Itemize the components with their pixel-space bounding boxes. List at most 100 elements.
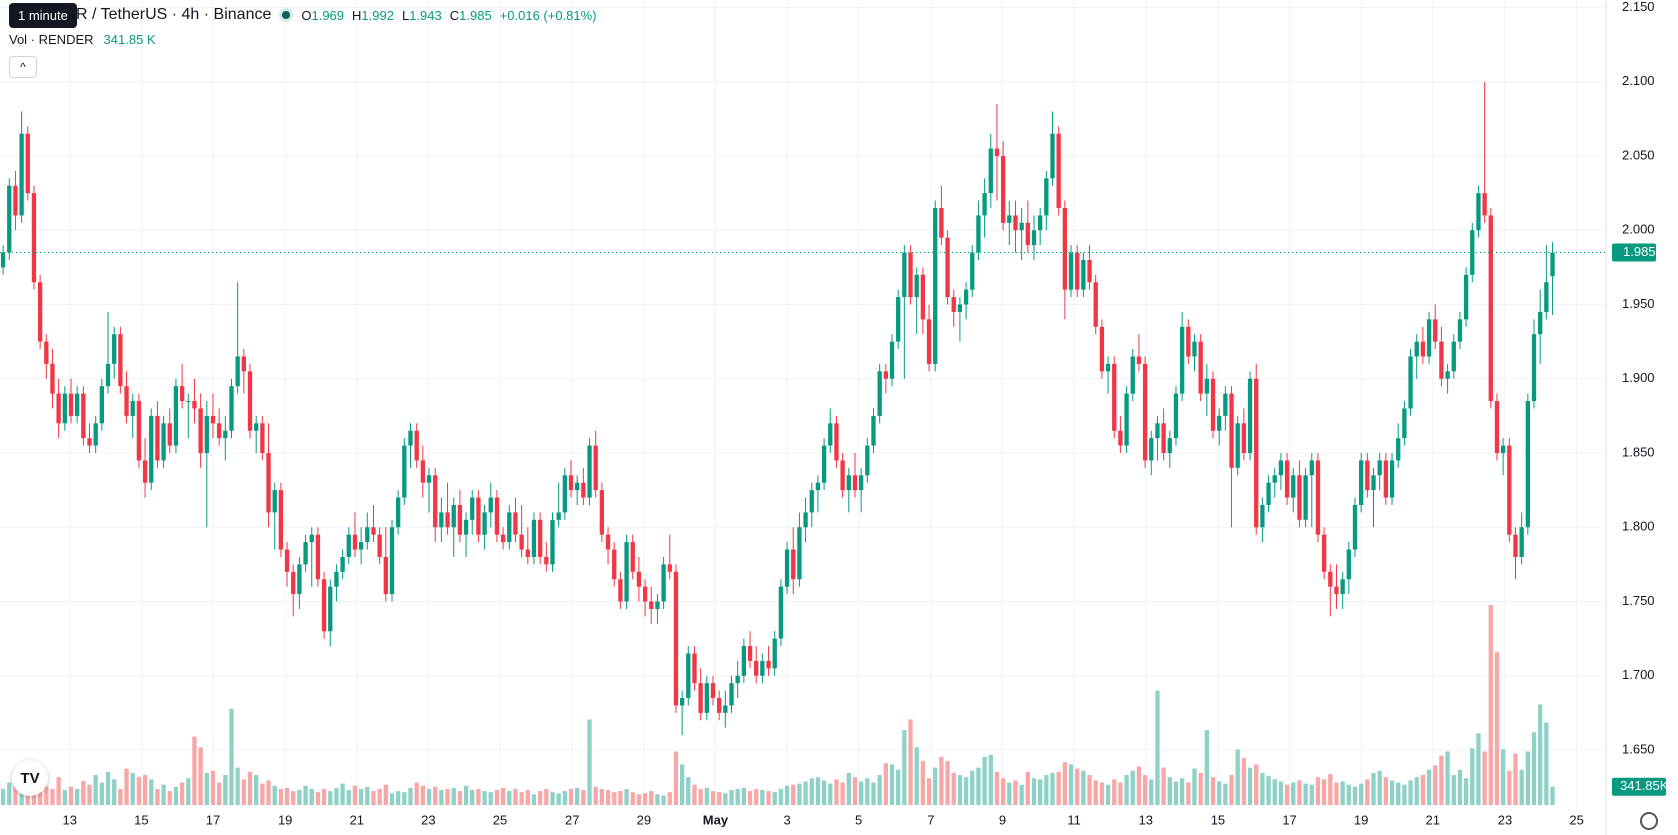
candle-body: [365, 527, 370, 543]
volume-bar: [358, 788, 364, 805]
y-tick-label: 2.150: [1622, 0, 1655, 14]
candle-body: [278, 490, 284, 550]
volume-bar: [1291, 782, 1296, 805]
y-tick-label: 2.100: [1622, 73, 1655, 88]
candle-body: [451, 504, 456, 528]
candle-body: [883, 371, 888, 379]
candle-body: [1420, 341, 1426, 357]
candle-body: [31, 193, 37, 283]
candle-body: [1426, 319, 1432, 357]
candle-body: [710, 683, 716, 699]
candle-body: [37, 282, 43, 342]
volume-bar: [605, 790, 611, 805]
candle-body: [1328, 571, 1333, 587]
candle-body: [1019, 222, 1024, 231]
collapse-button[interactable]: ^: [9, 56, 37, 78]
volume-bar: [1118, 782, 1123, 805]
candle-body: [926, 319, 932, 364]
volume-bar: [13, 784, 18, 805]
volume-bar: [488, 792, 493, 805]
volume-bar: [871, 782, 876, 805]
candle-body: [118, 334, 123, 387]
candle-body: [1173, 393, 1179, 439]
candle-body: [1013, 215, 1018, 231]
candle-body: [1519, 527, 1524, 557]
x-tick-label: 21: [350, 812, 364, 827]
x-tick-label: 23: [421, 812, 435, 827]
tooltip: 1 minute: [9, 3, 77, 28]
volume-bar: [247, 771, 253, 805]
volume-bar: [1192, 768, 1197, 805]
candle-body: [1321, 534, 1327, 572]
candle-body: [933, 207, 938, 364]
volume-bar: [470, 790, 475, 805]
candle-body: [1531, 334, 1537, 402]
candle-body: [754, 660, 759, 676]
volume-bar: [1223, 783, 1228, 805]
candle-body: [44, 341, 49, 364]
symbol[interactable]: RENDER / TetherUS · 4h · Binance: [20, 6, 272, 23]
candle-body: [488, 497, 493, 513]
volume-bar: [1019, 784, 1024, 805]
volume-bar: [1007, 782, 1012, 805]
volume-bar: [1142, 775, 1148, 805]
candle-body: [463, 519, 469, 535]
candle-body: [186, 401, 191, 403]
volume-bar: [896, 769, 901, 805]
volume-bar: [445, 788, 450, 805]
volume-bar: [1130, 770, 1135, 805]
volume-bar: [1482, 751, 1487, 805]
x-tick-label: 15: [134, 812, 148, 827]
candle-body: [1105, 363, 1111, 372]
candle-body: [605, 534, 611, 550]
volume-bar: [383, 784, 388, 805]
volume-bar: [723, 793, 728, 805]
settings-button[interactable]: [1640, 812, 1658, 830]
candle-body: [87, 438, 92, 446]
candle-body: [383, 556, 388, 595]
candle-body: [1068, 252, 1074, 290]
y-tick-label: 1.900: [1622, 370, 1655, 385]
logo[interactable]: TV: [12, 760, 48, 796]
candle-body: [772, 638, 777, 669]
volume-legend: Vol · RENDER 341.85 K: [9, 32, 156, 47]
candle-body: [1291, 475, 1296, 498]
candle-body: [519, 534, 524, 550]
candle-body: [50, 363, 55, 394]
y-tick-label: 1.800: [1622, 519, 1655, 534]
candle-body: [760, 660, 765, 676]
volume-bar: [1531, 732, 1537, 805]
candle-body: [963, 289, 969, 305]
volume-bar: [50, 788, 55, 805]
candle-body: [1371, 475, 1376, 491]
volume-bar: [136, 777, 142, 805]
candle-body: [828, 423, 833, 446]
candle-body: [68, 393, 74, 416]
candle-body: [920, 274, 926, 320]
candle-body: [1284, 460, 1290, 498]
ohlc-value: 1.992: [361, 7, 394, 23]
volume-bar: [291, 791, 296, 805]
candle-body: [1439, 341, 1444, 379]
volume-bar: [1124, 775, 1129, 805]
volume-bar: [476, 788, 481, 805]
candle-body: [1155, 423, 1160, 439]
y-tick-label: 1.950: [1622, 296, 1655, 311]
volume-bar: [679, 764, 685, 805]
ohlc-label: H: [352, 7, 362, 23]
candle-body: [402, 445, 407, 498]
candle-body: [358, 542, 364, 550]
volume-bar: [1352, 786, 1358, 805]
volume-bar: [717, 792, 722, 805]
ohlc-label: L: [401, 7, 410, 23]
volume-bar: [883, 763, 888, 805]
volume-bar: [636, 794, 642, 805]
volume-bar: [575, 787, 580, 805]
candle-body: [25, 133, 30, 194]
volume-bar: [1025, 771, 1030, 805]
volume-bar: [420, 785, 426, 805]
volume-bar: [1439, 755, 1444, 805]
candle-body: [797, 527, 802, 580]
candle-body: [439, 512, 444, 528]
volume-bar: [315, 792, 321, 805]
